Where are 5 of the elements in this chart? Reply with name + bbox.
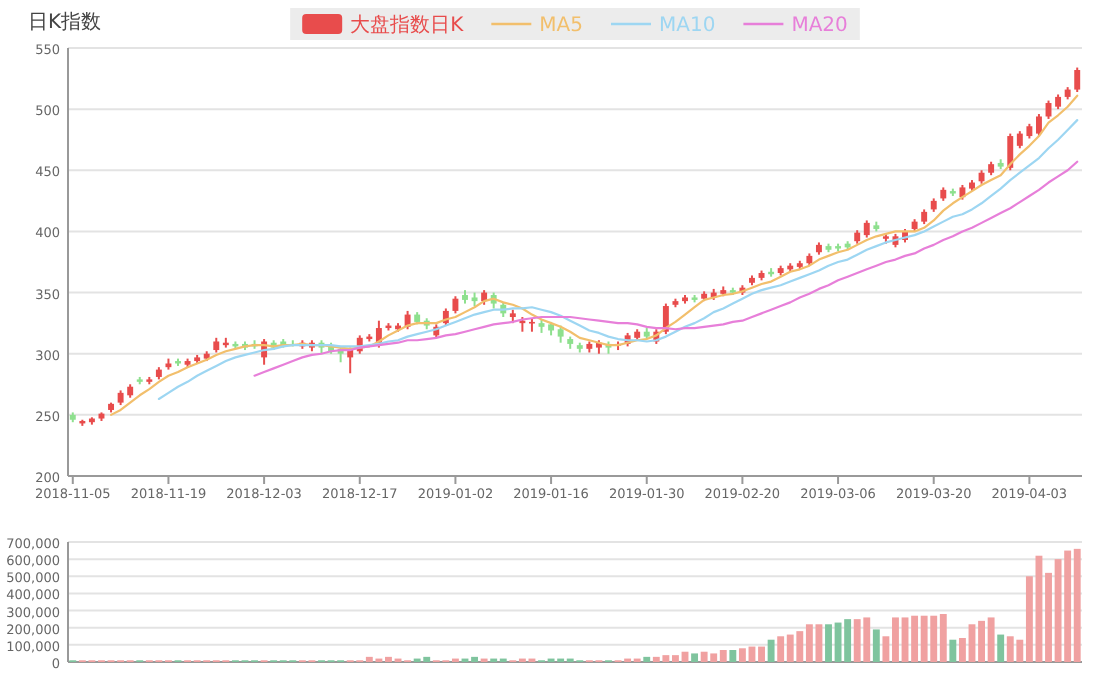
y-axis-title: 日K指数	[28, 10, 102, 34]
legend-label: MA10	[659, 15, 716, 37]
legend-label: MA20	[791, 15, 848, 37]
legend-label: MA5	[539, 15, 583, 37]
legend-label: 大盘指数日K	[350, 13, 465, 37]
